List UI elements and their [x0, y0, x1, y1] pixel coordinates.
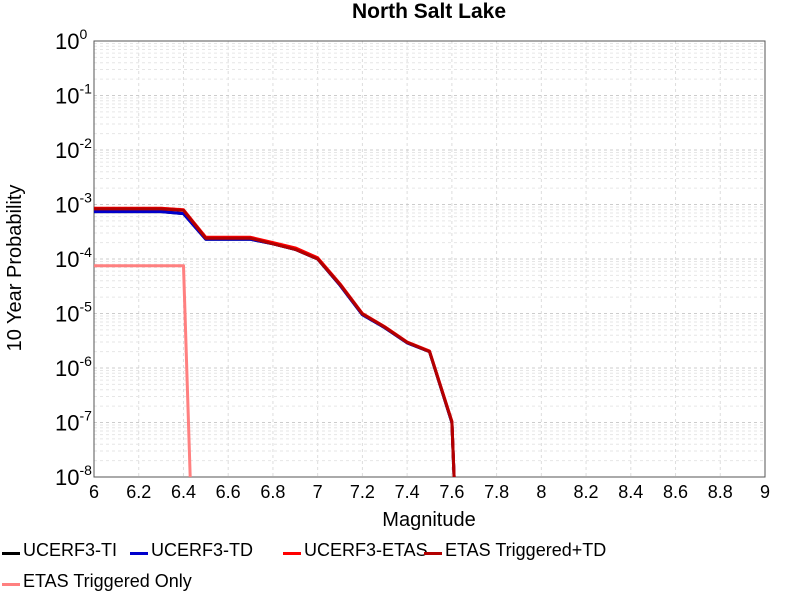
x-tick-label: 8 — [536, 482, 546, 502]
chart: North Salt Lake 10010-110-210-310-410-51… — [4, 0, 770, 531]
x-tick-label: 7 — [313, 482, 323, 502]
x-tick-label: 8.2 — [574, 482, 599, 502]
x-tick-label: 6.8 — [260, 482, 285, 502]
x-tick-label: 6.6 — [216, 482, 241, 502]
x-tick-label: 7.6 — [439, 482, 464, 502]
x-tick-label: 6 — [89, 482, 99, 502]
legend-swatch — [130, 551, 148, 555]
y-tick-label: 10-3 — [55, 190, 92, 218]
y-tick-label: 100 — [55, 26, 87, 54]
legend: UCERF3-TI UCERF3-TD UCERF3-ETAS ETAS Trigge… — [0, 536, 800, 600]
legend-swatch — [424, 551, 442, 555]
legend-swatch — [283, 551, 301, 555]
series-line — [94, 206, 456, 478]
grid — [93, 40, 766, 478]
x-tick-label: 6.4 — [171, 482, 196, 502]
legend-label: UCERF3-ETAS — [304, 539, 428, 560]
legend-item: ETAS Triggered+TD — [424, 536, 606, 564]
y-axis-ticks: 100 10-1 10-2 10-3 10-4 10-5 10-6 10-7 10-8 — [55, 26, 92, 490]
series-layer — [94, 206, 456, 478]
x-tick-label: 7.2 — [350, 482, 375, 502]
x-tick-label: 7.4 — [395, 482, 420, 502]
legend-label: ETAS Triggered Only — [23, 570, 192, 591]
legend-item: UCERF3-ETAS — [283, 536, 428, 564]
x-tick-label: 8.4 — [618, 482, 643, 502]
series-line — [94, 210, 456, 478]
legend-item: UCERF3-TD — [130, 536, 253, 564]
y-tick-label: 10-8 — [55, 462, 92, 490]
legend-item: ETAS Triggered Only — [2, 567, 192, 595]
series-line — [94, 264, 192, 478]
legend-label: ETAS Triggered+TD — [445, 539, 607, 560]
y-axis-label: 10 Year Probability — [4, 185, 26, 352]
legend-swatch — [2, 551, 20, 555]
y-tick-label: 10-7 — [55, 408, 92, 436]
legend-item: UCERF3-TI — [2, 536, 117, 564]
y-tick-label: 10-5 — [55, 299, 92, 327]
series-line — [94, 207, 456, 478]
y-tick-label: 10-6 — [55, 353, 92, 381]
x-tick-label: 8.8 — [708, 482, 733, 502]
x-axis-ticks: 6 6.2 6.4 6.6 6.8 7 7.2 7.4 7.6 7.8 8 8.2 8.4 8.6 8.8 9 — [89, 482, 770, 502]
y-tick-label: 10-2 — [55, 135, 92, 163]
x-tick-label: 8.6 — [663, 482, 688, 502]
legend-label: UCERF3-TD — [151, 539, 253, 560]
series-line — [94, 210, 456, 478]
x-tick-label: 7.8 — [484, 482, 509, 502]
legend-swatch — [2, 582, 20, 586]
x-axis-label: Magnitude — [382, 509, 475, 531]
y-tick-label: 10-4 — [55, 244, 92, 272]
x-tick-label: 9 — [760, 482, 770, 502]
chart-title: North Salt Lake — [352, 0, 506, 23]
legend-label: UCERF3-TI — [23, 539, 117, 560]
y-tick-label: 10-1 — [55, 81, 92, 109]
x-tick-label: 6.2 — [126, 482, 151, 502]
plot-frame — [93, 40, 766, 478]
